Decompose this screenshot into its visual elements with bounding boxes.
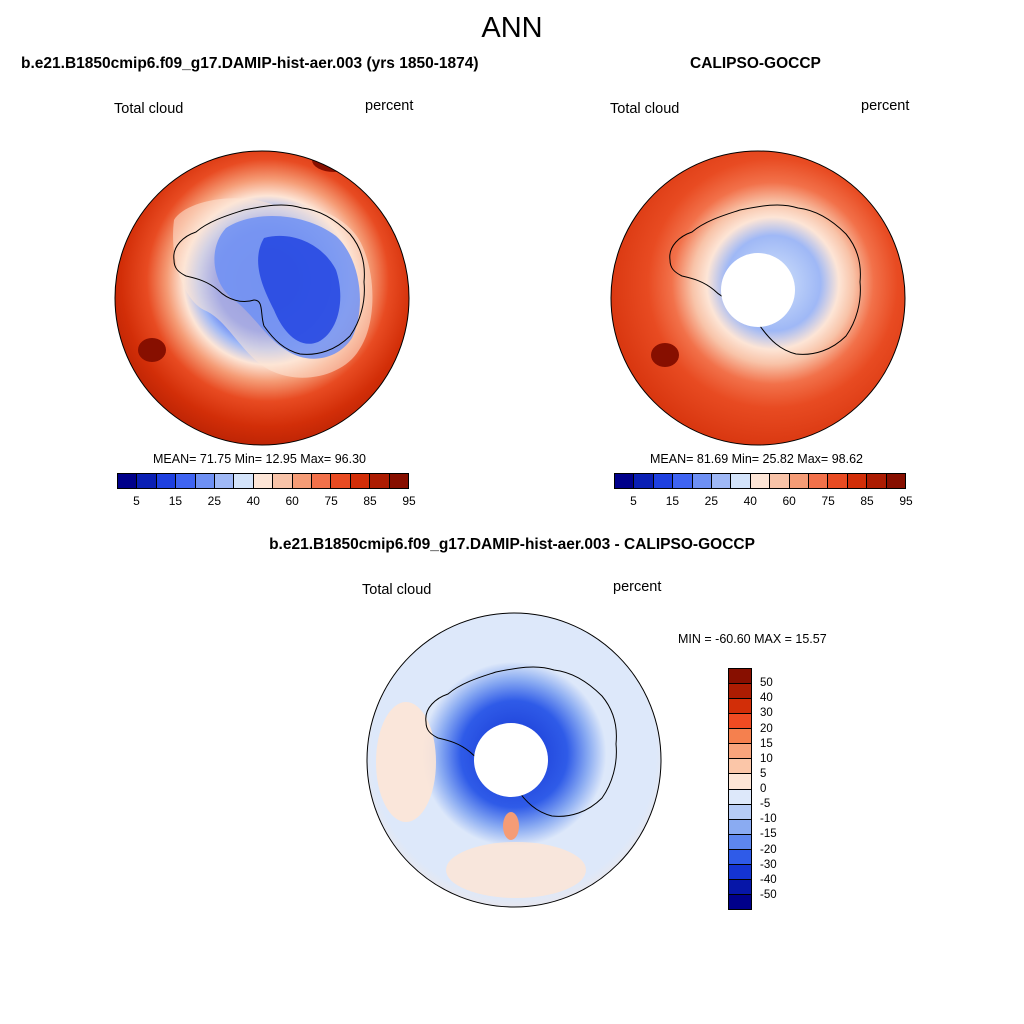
panel-1-colorbar-swatch <box>312 474 332 488</box>
panel-1-colorbar-swatch <box>215 474 235 488</box>
panel-3-colorbar-swatch <box>729 744 751 760</box>
panel-3-colorbar-swatch <box>729 804 751 820</box>
panel-1-colorbar-tick-label: 15 <box>168 494 183 508</box>
panel-2-colorbar-swatch <box>867 474 887 488</box>
panel-1-colorbar-tick-label: 75 <box>324 494 338 508</box>
panel-2-colorbar-tick-label: 75 <box>821 494 835 508</box>
panel-1-colorbar-swatch <box>195 474 216 488</box>
panel-2-colorbar-swatch <box>615 474 635 488</box>
panel-3-colorbar-swatch <box>729 759 751 775</box>
panel-3-colorbar-swatch <box>729 729 751 745</box>
panel-2-colorbar-swatch <box>828 474 848 488</box>
panel-3-colorbar-swatch <box>729 714 751 730</box>
panel-1-colorbar-swatch <box>350 474 371 488</box>
panel-1-colorbar-swatch <box>118 474 138 488</box>
panel-2-colorbar-swatch <box>770 474 790 488</box>
panel-1-colorbar-tick-label: 85 <box>363 494 377 508</box>
panel-3-colorbar-labels: 50 40 30 20 15 10 5 0 -5 -10 -15 -20 -30 -40 -50 <box>760 668 800 910</box>
panel-3-colorbar <box>728 668 752 910</box>
panel-3-field-label: Total cloud <box>362 582 432 598</box>
panel-2-colorbar-swatch <box>712 474 732 488</box>
panel-1-colorbar-labels: 5 15 25 40 60 75 85 95 <box>117 494 416 508</box>
panel-2-field-label: Total cloud <box>610 101 680 117</box>
panel-3-colorbar-tick-label: 15 <box>760 737 773 750</box>
panel-1-colorbar-tick-label: 25 <box>207 494 222 508</box>
panel-2-colorbar-swatch <box>789 474 810 488</box>
panel-3-colorbar-swatch <box>729 819 751 835</box>
panel-3-map <box>366 612 662 908</box>
panel-2-stats: MEAN= 81.69 Min= 25.82 Max= 98.62 <box>650 452 863 466</box>
panel-1-colorbar-swatch <box>253 474 274 488</box>
panel-3-colorbar-swatch <box>729 789 751 805</box>
panel-2-title: CALIPSO-GOCCP <box>690 55 821 72</box>
panel-2-colorbar-swatch <box>673 474 693 488</box>
panel-3-colorbar-tick-label: -10 <box>760 813 777 826</box>
panel-2-colorbar-swatch <box>847 474 868 488</box>
panel-1-colorbar-swatch <box>389 474 409 488</box>
panel-1-colorbar-tick-label: 5 <box>133 494 140 508</box>
panel-3-colorbar-tick-label: 40 <box>760 692 773 705</box>
panel-3-title: b.e21.B1850cmip6.f09_g17.DAMIP-hist-aer.… <box>269 536 755 553</box>
panel-3-colorbar-swatch <box>729 699 751 715</box>
panel-2-colorbar-swatch <box>653 474 674 488</box>
panel-3-colorbar-tick-label: -50 <box>760 888 777 901</box>
panel-2-colorbar-swatch <box>731 474 751 488</box>
panel-3-colorbar-tick-label: -40 <box>760 873 777 886</box>
panel-1-colorbar-tick-label: 60 <box>285 494 299 508</box>
panel-3-units-label: percent <box>613 579 662 595</box>
panel-3-colorbar-tick-label: 5 <box>760 767 767 780</box>
panel-3-colorbar-swatch <box>729 879 751 895</box>
panel-3-colorbar-swatch <box>729 834 751 850</box>
panel-1-colorbar-swatch <box>292 474 313 488</box>
panel-1-colorbar-tick-label: 40 <box>246 494 260 508</box>
panel-2-colorbar <box>614 473 906 489</box>
panel-3-colorbar-tick-label: 20 <box>760 722 773 735</box>
panel-3-colorbar-swatch <box>729 669 751 685</box>
panel-2-colorbar-tick-label: 60 <box>782 494 796 508</box>
panel-1-stats: MEAN= 71.75 Min= 12.95 Max= 96.30 <box>153 452 366 466</box>
panel-3-colorbar-swatch <box>729 684 751 700</box>
panel-1-colorbar-swatch <box>331 474 351 488</box>
panel-2-colorbar-tick-label: 40 <box>743 494 757 508</box>
panel-3-colorbar-tick-label: -5 <box>760 798 771 811</box>
panel-3-colorbar-tick-label: 50 <box>760 677 773 690</box>
panel-1-colorbar-swatch <box>273 474 293 488</box>
panel-2-colorbar-tick-label: 95 <box>899 494 913 508</box>
panel-1-colorbar-swatch <box>234 474 254 488</box>
panel-1-colorbar-swatch <box>176 474 196 488</box>
panel-3-colorbar-swatch <box>729 894 751 909</box>
panel-2-colorbar-tick-label: 25 <box>704 494 719 508</box>
panel-2-units-label: percent <box>861 98 910 114</box>
panel-3-colorbar-swatch <box>729 864 751 880</box>
panel-3-colorbar-tick-label: 10 <box>760 752 773 765</box>
panel-1-title: b.e21.B1850cmip6.f09_g17.DAMIP-hist-aer.… <box>21 55 479 72</box>
panel-3-colorbar-tick-label: -15 <box>760 828 777 841</box>
panel-2-colorbar-swatch <box>634 474 654 488</box>
panel-2-colorbar-swatch <box>750 474 771 488</box>
panel-3-colorbar-swatch <box>729 849 751 865</box>
panel-1-field-label: Total cloud <box>114 101 184 117</box>
panel-1-map <box>114 150 410 446</box>
panel-2-colorbar-tick-label: 15 <box>665 494 680 508</box>
panel-3-colorbar-tick-label: 0 <box>760 783 767 795</box>
panel-3-colorbar-swatch <box>729 774 751 790</box>
panel-3-colorbar-tick-label: -30 <box>760 858 777 871</box>
panel-3-colorbar-tick-label: 30 <box>760 707 773 720</box>
panel-3-colorbar-tick-label: -20 <box>760 843 777 856</box>
panel-1-colorbar-tick-label: 95 <box>402 494 416 508</box>
panel-1-colorbar-swatch <box>370 474 390 488</box>
panel-1-units-label: percent <box>365 98 414 114</box>
panel-3-stats: MIN = -60.60 MAX = 15.57 <box>678 632 827 646</box>
panel-2-map <box>610 150 906 446</box>
panel-2-colorbar-labels: 5 15 25 40 60 75 85 95 <box>614 494 913 508</box>
panel-2-colorbar-swatch <box>886 474 906 488</box>
figure-title: ANN <box>481 12 543 44</box>
panel-2-colorbar-swatch <box>809 474 829 488</box>
panel-2-colorbar-swatch <box>692 474 713 488</box>
panel-1-colorbar-swatch <box>137 474 157 488</box>
panel-1-colorbar <box>117 473 409 489</box>
panel-2-colorbar-tick-label: 85 <box>860 494 874 508</box>
panel-2-colorbar-tick-label: 5 <box>630 494 637 508</box>
panel-1-colorbar-swatch <box>156 474 177 488</box>
